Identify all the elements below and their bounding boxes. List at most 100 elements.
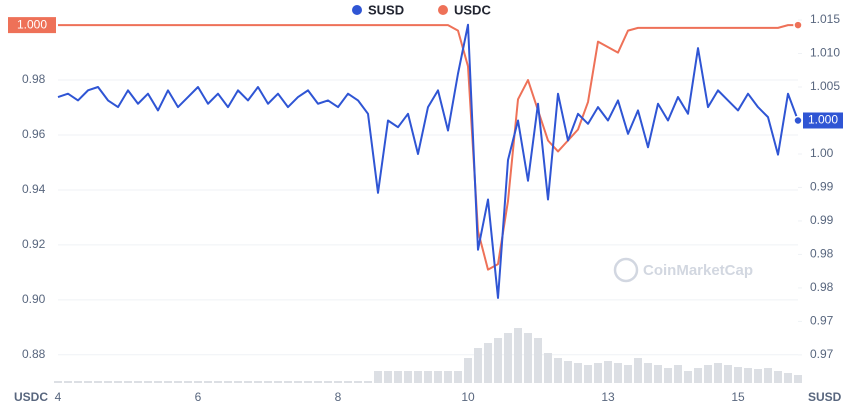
x-tick-label: 10 [461,390,475,404]
volume-bar [314,381,322,383]
badge-bg [8,17,56,34]
volume-bar [454,371,462,383]
legend-label[interactable]: SUSD [368,2,404,17]
y2-tick-label: 1.010 [810,46,840,60]
volume-bar [414,371,422,383]
volume-bar [664,368,672,383]
y2-tick-label: 0.98 [810,280,834,294]
badge-bg [803,112,843,129]
volume-bar [274,381,282,383]
y2-tick-label: 1.015 [810,12,840,26]
volume-bar [684,371,692,383]
y-tick-label: 0.88 [22,347,46,361]
volume-bar [584,365,592,383]
legend-swatch[interactable] [352,5,362,15]
series-line [57,23,799,299]
volume-bar [64,381,72,383]
watermark-text: CoinMarketCap [643,262,753,279]
volume-bar [384,371,392,383]
volume-bar [774,371,782,383]
volume-bar [334,381,342,383]
volume-bar [474,348,482,383]
volume-bar [284,381,292,383]
volume-bar [254,381,262,383]
volume-bar [484,343,492,383]
volume-bar [354,381,362,383]
last-point [793,115,803,126]
volume-bar [194,381,202,383]
volume-bar [744,368,752,383]
volume-bar [624,365,632,383]
volume-bar [654,365,662,383]
volume-bar [504,333,512,383]
volume-bar [524,333,532,383]
volume-bar [104,381,112,383]
volume-bar [94,381,102,383]
x-tick-label: 4 [55,390,62,404]
volume-bar [364,381,372,383]
volume-bar [424,371,432,383]
volume-bar [304,381,312,383]
volume-bar [234,381,242,383]
legend-label[interactable]: USDC [454,2,491,17]
volume-bar [134,381,142,383]
y-tick-label: 0.96 [22,127,46,141]
volume-bar [204,381,212,383]
volume-bar [794,375,802,383]
volume-bar [174,381,182,383]
volume-bar [764,368,772,383]
volume-bar [434,371,442,383]
volume-bar [724,365,732,383]
volume-bar [84,381,92,383]
y-tick-label: 0.90 [22,292,46,306]
legend-item[interactable]: USDC [438,2,491,17]
volume-bar [644,363,652,383]
y-tick-label: 0.98 [22,72,46,86]
volume-bar [124,381,132,383]
volume-bar [634,358,642,383]
x-axis-label: USDC [14,390,48,404]
volume-bar [264,381,272,383]
volume-bar [114,381,122,383]
volume-bar [214,381,222,383]
volume-bar [164,381,172,383]
x-tick-label: 8 [335,390,342,404]
volume-bar [754,369,762,383]
watermark: CoinMarketCap [613,257,753,283]
volume-bar [574,363,582,383]
badge-label: 1.000 [808,113,838,127]
volume-bar [224,381,232,383]
legend-item[interactable]: SUSD [352,2,404,17]
volume-bar [344,381,352,383]
volume-bar [614,363,622,383]
volume-bar [554,358,562,383]
volume-bar [594,363,602,383]
x-tick-label: 6 [195,390,202,404]
volume-bar [54,381,62,383]
legend: SUSD USDC [340,0,510,22]
legend-bg [340,0,510,22]
y2-tick-label: 1.00 [810,146,834,160]
y2-tick-label: 0.99 [810,213,834,227]
watermark-logo [613,257,639,283]
volume-bar [734,367,742,383]
volume-bar [444,371,452,383]
badge-label: 1.000 [17,17,47,31]
legend-swatch[interactable] [438,5,448,15]
volume-bar [694,368,702,383]
last-point [793,20,803,30]
volume-bar [154,381,162,383]
x-tick-label: 13 [601,390,615,404]
volume-bar [374,371,382,383]
volume-bar [784,373,792,383]
volume-bar [544,353,552,383]
volume-bar [704,365,712,383]
volume-bar [244,381,252,383]
series-line [58,24,798,271]
y2-tick-label: 1.005 [810,79,840,93]
volume-bar [604,361,612,383]
price-badge: 1.000 [8,17,56,34]
price-badge: 1.000 [803,112,843,129]
y2-tick-label: 0.99 [810,180,834,194]
volume-bar [674,365,682,383]
